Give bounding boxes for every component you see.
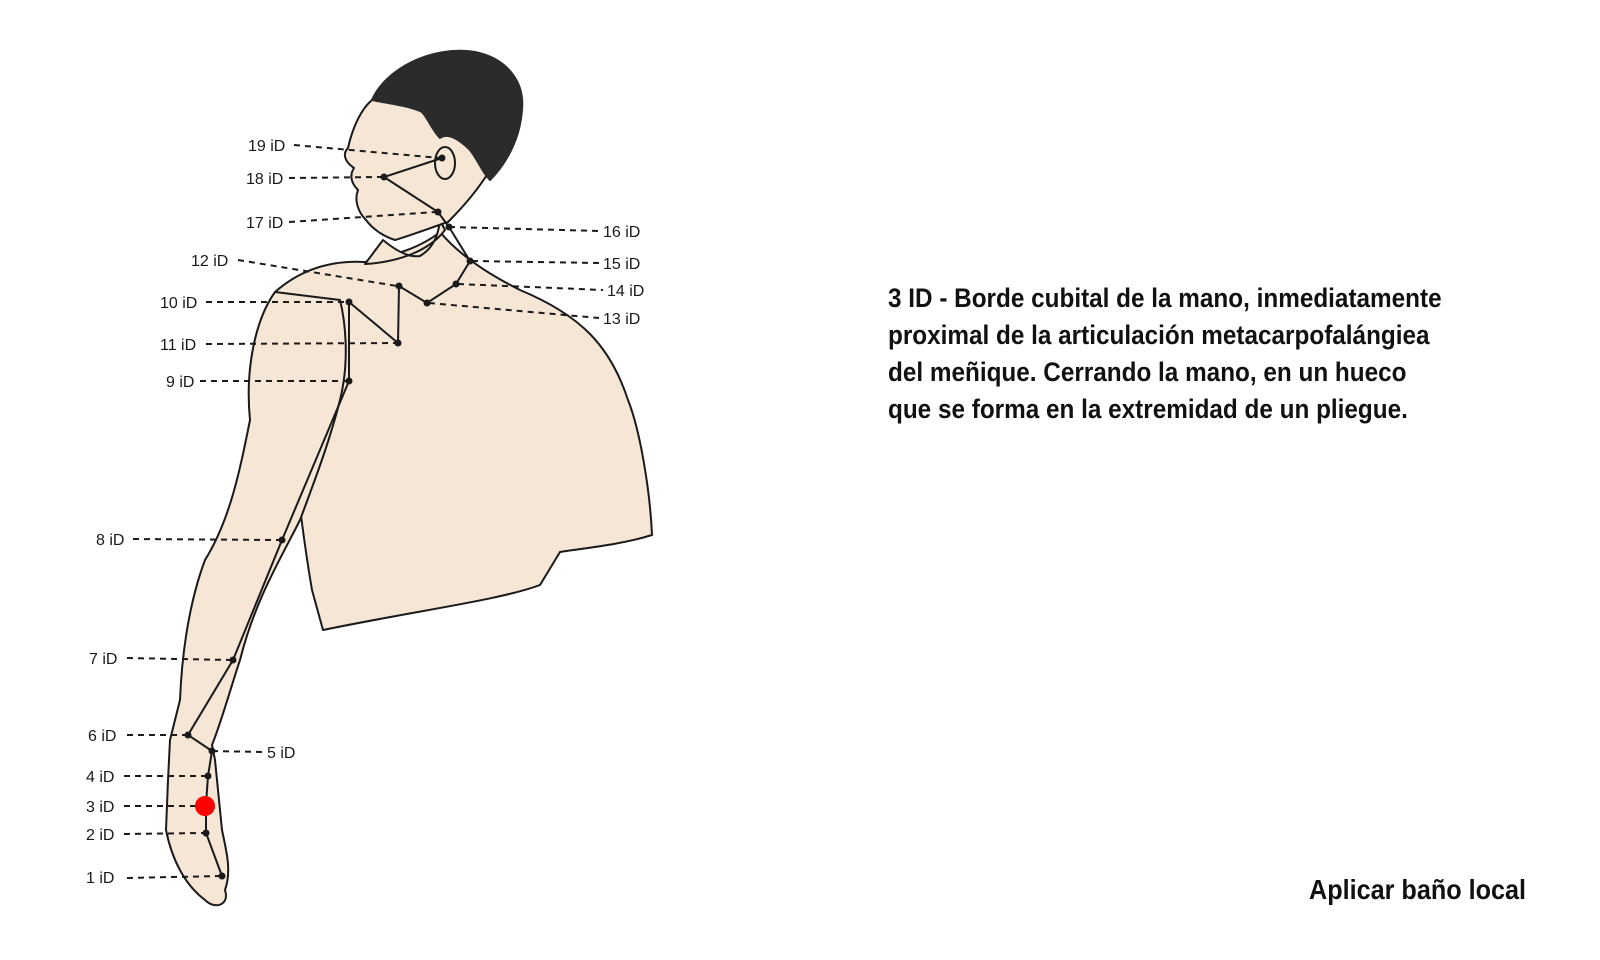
leader-2 [123, 832, 205, 835]
leader-11 [205, 342, 397, 345]
leader-lines [123, 144, 604, 879]
point-dot-13 [423, 299, 431, 307]
label-5: 5 iD [267, 745, 295, 762]
label-12: 12 iD [191, 253, 228, 270]
leader-15 [471, 260, 600, 264]
treatment-instruction: Aplicar baño local [1309, 874, 1527, 905]
point-dot-17 [434, 208, 442, 216]
point-dot-2 [202, 829, 210, 837]
label-18: 18 iD [246, 171, 283, 188]
point-dot-18 [380, 173, 388, 181]
point-labels: 1 iD 2 iD 3 iD 4 iD 5 iD 6 iD 7 iD 8 iD … [86, 138, 644, 887]
leader-16 [448, 226, 600, 232]
highlighted-point-marker [195, 796, 215, 816]
leader-14 [457, 283, 604, 291]
label-17: 17 iD [246, 215, 283, 232]
human-figure [165, 49, 653, 907]
label-15: 15 iD [603, 256, 640, 273]
label-6: 6 iD [88, 728, 116, 745]
description-line-4: que se forma en la extremidad de un plie… [888, 394, 1408, 424]
point-dot-5 [208, 747, 216, 755]
point-description: 3 ID - Borde cubital de la mano, inmedia… [888, 280, 1464, 428]
point-dot-15 [466, 257, 474, 265]
label-1: 1 iD [86, 870, 114, 887]
label-13: 13 iD [603, 311, 640, 328]
leader-5 [211, 750, 263, 753]
leader-17 [288, 211, 437, 223]
point-dot-19 [438, 154, 446, 162]
point-dot-12 [395, 282, 403, 290]
ear-shape [434, 146, 456, 180]
hair-shape [371, 49, 524, 181]
label-14: 14 iD [607, 283, 644, 300]
leader-19 [293, 144, 441, 159]
description-line-1: 3 ID - Borde cubital de la mano, inmedia… [888, 283, 1442, 313]
label-11: 11 iD [160, 337, 196, 354]
description-line-2: proximal de la articulación metacarpofal… [888, 320, 1430, 350]
point-dot-6 [184, 731, 192, 739]
leader-18 [288, 176, 383, 179]
neck-shape [364, 219, 446, 265]
point-dot-16 [445, 223, 453, 231]
description-line-3: del meñique. Cerrando la mano, en un hue… [888, 357, 1407, 387]
point-dot-11 [394, 339, 402, 347]
label-19: 19 iD [248, 138, 285, 155]
label-3: 3 iD [86, 799, 114, 816]
label-4: 4 iD [86, 769, 114, 786]
leader-12 [237, 259, 398, 287]
label-2: 2 iD [86, 827, 114, 844]
leader-1 [126, 875, 221, 879]
point-dot-1 [218, 872, 226, 880]
leader-8 [132, 538, 281, 541]
point-dot-7 [229, 656, 237, 664]
label-9: 9 iD [166, 374, 194, 391]
point-dot-4 [204, 772, 212, 780]
point-dot-14 [452, 280, 460, 288]
label-7: 7 iD [89, 651, 117, 668]
label-16: 16 iD [603, 224, 640, 241]
point-dot-10 [345, 298, 353, 306]
point-dot-8 [278, 536, 286, 544]
label-8: 8 iD [96, 532, 124, 549]
label-10: 10 iD [160, 295, 197, 312]
point-dot-9 [345, 377, 353, 385]
acupoint-dots [184, 154, 474, 880]
